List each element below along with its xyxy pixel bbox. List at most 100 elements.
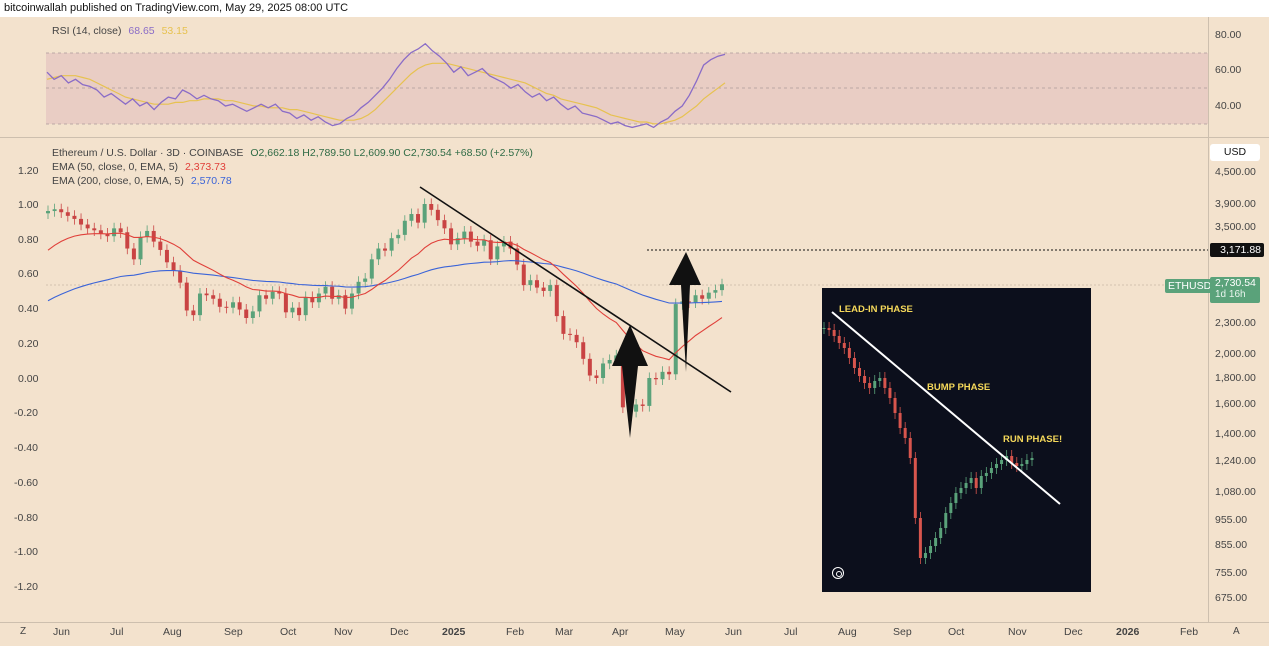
left-axis-tick: 1.00	[18, 199, 39, 211]
x-tick: Jul	[784, 626, 798, 638]
candle-body	[211, 295, 216, 299]
arrow-up-left	[612, 325, 648, 438]
candle-body	[85, 224, 90, 229]
ohlc-values: O2,662.18 H2,789.50 L2,609.90 C2,730.54 …	[250, 147, 533, 159]
candle-body	[118, 228, 123, 233]
x-tick: Jun	[53, 626, 70, 638]
right-axis-tick: 2,000.00	[1215, 348, 1256, 360]
candle-body	[515, 248, 520, 265]
candle-body	[105, 233, 110, 237]
candle-body	[250, 311, 255, 318]
left-axis-tick: -1.20	[14, 581, 38, 593]
candle-body	[561, 316, 566, 334]
descending-trendline	[419, 186, 732, 393]
ticker-countdown: 1d 16h	[1215, 289, 1246, 300]
inset-candle-body	[949, 503, 953, 513]
candle-body	[224, 306, 229, 308]
candle-body	[700, 295, 705, 299]
inset-candle-body	[1010, 456, 1014, 463]
inset-candle-body	[939, 528, 943, 538]
inset-candle-body	[868, 383, 872, 388]
candle-body	[402, 220, 407, 235]
ema200-label: EMA (200, close, 0, EMA, 5)	[52, 175, 184, 187]
zoom-button[interactable]: Z	[20, 626, 27, 637]
candle-body	[693, 295, 698, 303]
candle-body	[264, 295, 269, 299]
rsi-value: 68.65	[128, 25, 155, 37]
candle-body	[336, 295, 341, 299]
camera-icon[interactable]	[832, 567, 844, 579]
x-tick: 2026	[1116, 626, 1140, 638]
inset-candle-body	[979, 476, 983, 488]
inset-svg	[822, 311, 1061, 564]
candle-body	[482, 240, 487, 246]
rsi-label: RSI (14, close)	[52, 25, 122, 37]
right-axis-tick: 955.00	[1215, 514, 1248, 526]
inset-candle-body	[893, 398, 897, 413]
inset-candle-body	[822, 328, 826, 329]
candle-body	[508, 241, 513, 249]
candle-body	[356, 281, 361, 294]
candle-body	[449, 228, 454, 245]
candle-body	[409, 214, 414, 221]
candle-body	[495, 246, 500, 260]
inset-candle-body	[984, 473, 988, 476]
candle-body	[204, 293, 209, 296]
candles-group	[46, 198, 724, 418]
candle-body	[138, 236, 143, 260]
auto-scale-button[interactable]: A	[1233, 626, 1240, 637]
candle-body	[634, 404, 639, 412]
x-tick: Nov	[1008, 626, 1027, 638]
inset-candle-body	[1000, 460, 1004, 464]
candle-body	[290, 307, 295, 313]
candle-body	[46, 211, 50, 214]
candle-body	[217, 298, 222, 307]
bump-phase-label: BUMP PHASE	[927, 382, 991, 393]
ticker-price-badge: 2,730.54 1d 16h	[1210, 277, 1260, 303]
candle-body	[125, 232, 130, 249]
x-tick: Jun	[725, 626, 742, 638]
candle-body	[607, 359, 612, 364]
x-tick: Mar	[555, 626, 574, 638]
candle-body	[92, 228, 97, 231]
left-axis-tick: 0.60	[18, 268, 39, 280]
candle-body	[462, 231, 467, 239]
x-tick: Dec	[390, 626, 409, 638]
candle-body	[653, 378, 658, 380]
candle-body	[376, 248, 381, 260]
left-axis-tick: -0.60	[14, 477, 38, 489]
rsi-legend: RSI (14, close) 68.65 53.15	[52, 25, 192, 37]
candle-body	[416, 214, 421, 223]
candle-body	[131, 248, 136, 260]
inset-candle-body	[852, 358, 856, 368]
candle-body	[488, 240, 493, 260]
lead-in-phase-label: LEAD-IN PHASE	[839, 304, 913, 315]
ema50-legend: EMA (50, close, 0, EMA, 5) 2,373.73	[52, 161, 230, 173]
inset-candle-body	[847, 348, 851, 358]
candle-body	[568, 333, 573, 335]
x-tick: Sep	[224, 626, 243, 638]
ticker-price: 2,730.54	[1215, 277, 1256, 289]
candle-body	[720, 284, 724, 291]
inset-candle-body	[1015, 463, 1019, 466]
inset-candle-body	[842, 343, 846, 348]
currency-button[interactable]: USD	[1210, 144, 1260, 161]
inset-candle-body	[908, 438, 912, 458]
inset-candle-body	[878, 378, 882, 381]
inset-candle-body	[832, 330, 836, 336]
x-tick: Oct	[948, 626, 965, 638]
candle-body	[383, 248, 387, 251]
candle-body	[323, 286, 328, 294]
ema50-label: EMA (50, close, 0, EMA, 5)	[52, 161, 179, 173]
inset-candle-body	[863, 376, 867, 383]
candle-body	[554, 285, 559, 317]
candle-body	[620, 355, 625, 408]
inset-candle-body	[929, 546, 933, 553]
x-tick: May	[665, 626, 685, 638]
right-axis-tick: 755.00	[1215, 567, 1248, 579]
inset-candle-body	[1020, 464, 1024, 466]
candle-body	[330, 286, 335, 299]
ema50-line	[47, 232, 723, 361]
candle-body	[534, 280, 539, 288]
